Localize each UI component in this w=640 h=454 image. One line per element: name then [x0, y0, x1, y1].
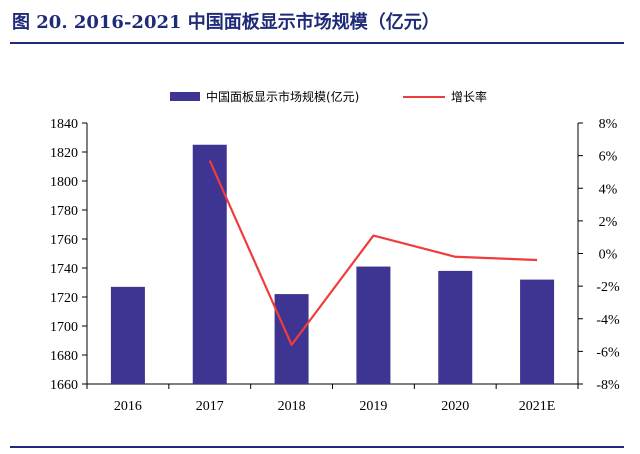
- growth-line-path: [208, 160, 538, 346]
- legend-label-line: 增长率: [451, 89, 487, 104]
- left-tick-label: 1700: [50, 320, 78, 335]
- left-tick-label: 1760: [50, 233, 78, 248]
- left-axis-ticks: 1660 1680 1700 1720 1740 1760 1780 1800 1820 1840: [50, 117, 87, 393]
- legend-label-bar: 中国面板显示市场规模(亿元): [206, 89, 359, 104]
- bar: [438, 270, 473, 384]
- right-tick-label: -8%: [596, 378, 620, 393]
- right-tick-label: 2%: [599, 215, 618, 230]
- x-tick-label: 2016: [114, 399, 142, 414]
- bar: [110, 286, 145, 384]
- x-tick-label: 2019: [359, 399, 387, 414]
- left-tick-label: 1660: [50, 378, 78, 393]
- left-tick-label: 1720: [50, 291, 78, 306]
- title-rule: [10, 42, 624, 44]
- right-tick-label: -6%: [596, 345, 620, 360]
- figure-title: 图 20. 2016-2021 中国面板显示市场规模（亿元）: [12, 12, 440, 33]
- axes: [86, 123, 579, 385]
- left-tick-label: 1820: [50, 146, 78, 161]
- right-tick-label: 4%: [599, 182, 618, 197]
- left-tick-label: 1740: [50, 262, 78, 277]
- left-tick-label: 1680: [50, 349, 78, 364]
- x-tick-label: 2020: [441, 399, 469, 414]
- left-tick-label: 1800: [50, 175, 78, 190]
- bar: [356, 266, 391, 384]
- bar: [520, 279, 555, 384]
- right-tick-label: 8%: [599, 117, 618, 132]
- growth-line: [208, 160, 538, 346]
- x-tick-label: 2017: [196, 399, 224, 414]
- bar: [192, 144, 227, 384]
- x-axis-ticks: 2016 2017 2018 2019 2020 2021E: [86, 384, 579, 414]
- legend: 中国面板显示市场规模(亿元) 增长率: [170, 89, 487, 104]
- right-tick-label: 0%: [599, 248, 618, 263]
- legend-swatch-bar: [170, 92, 200, 101]
- right-axis-ticks: -8% -6% -4% -2% 0% 2% 4% 6% 8%: [578, 117, 620, 393]
- bar: [274, 294, 309, 384]
- bars: [110, 144, 555, 384]
- bottom-rule: [10, 446, 624, 448]
- right-tick-label: -2%: [596, 280, 620, 295]
- right-tick-label: 6%: [599, 150, 618, 165]
- left-tick-label: 1840: [50, 117, 78, 132]
- left-tick-label: 1780: [50, 204, 78, 219]
- x-tick-label: 2021E: [519, 399, 556, 414]
- right-tick-label: -4%: [596, 313, 620, 328]
- x-tick-label: 2018: [278, 399, 306, 414]
